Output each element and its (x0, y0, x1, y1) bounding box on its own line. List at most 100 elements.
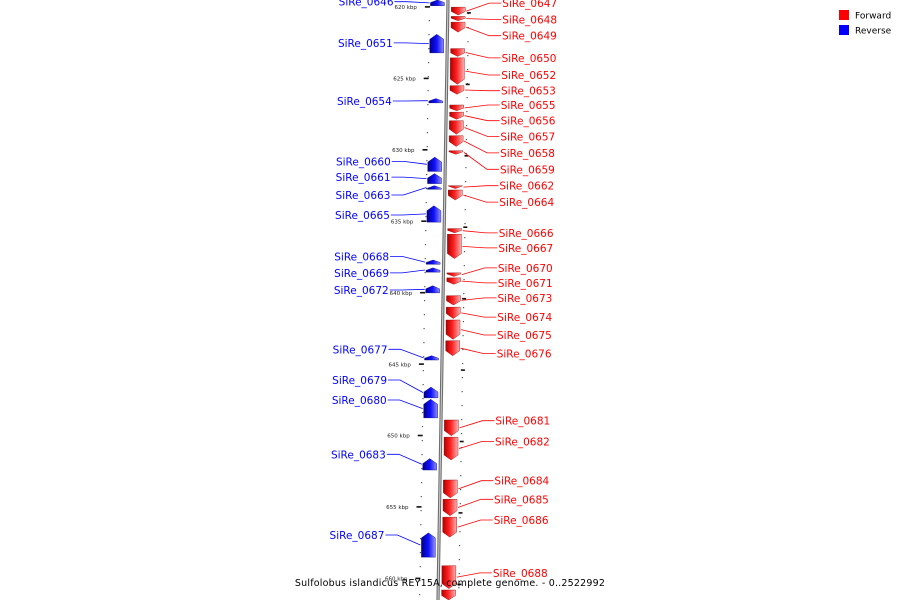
gene-sire_0682[interactable] (443, 436, 459, 461)
gene-sire_0658[interactable] (448, 135, 464, 147)
gene-label-text: SiRe_0683 (331, 449, 386, 461)
gene-sire_0670[interactable] (446, 272, 462, 277)
gene-label-sire_0649: SiRe_0649 (465, 26, 557, 43)
guide-dot (463, 307, 465, 309)
leader-line (461, 280, 497, 284)
gene-sire_0684[interactable] (443, 479, 458, 499)
gene-sire_0671[interactable] (446, 277, 462, 285)
gene-sire_0665[interactable] (426, 205, 442, 223)
gene-sire_0651[interactable] (429, 34, 444, 54)
gene-features (421, 0, 466, 600)
gene-sire_0653[interactable] (449, 85, 465, 95)
gene-sire_0659[interactable] (448, 150, 464, 155)
gene-sire_0655[interactable] (449, 104, 464, 111)
gene-sire_0668[interactable] (425, 259, 441, 265)
guide-dot (460, 489, 462, 491)
gene-sire_0661[interactable] (427, 173, 442, 184)
guide-dot (458, 587, 460, 589)
tick-mark (459, 440, 464, 443)
leader-line (390, 269, 426, 274)
gene-sire_0669[interactable] (425, 267, 441, 273)
leader-line (463, 152, 499, 170)
gene-sire_0677[interactable] (424, 355, 439, 361)
guide-dot (466, 125, 468, 127)
gene-label-sire_0646: SiRe_0646 (339, 0, 430, 9)
guide-dot (427, 90, 429, 92)
gene-label-sire_0664: SiRe_0664 (463, 194, 554, 209)
guide-dot (426, 146, 428, 148)
guide-dot (459, 531, 461, 533)
gene-sire_0654[interactable] (428, 98, 444, 104)
gene-label-text: SiRe_0670 (498, 263, 553, 275)
gene-sire_0674[interactable] (446, 306, 461, 319)
gene-sire_0680[interactable] (423, 399, 438, 419)
gene-label-sire_0687: SiRe_0687 (330, 530, 421, 546)
legend-swatch-reverse (839, 25, 849, 35)
guide-dot (463, 293, 465, 295)
leader-line (465, 26, 501, 37)
gene-sire_0685[interactable] (442, 499, 458, 516)
tick-mark (423, 77, 429, 80)
gene-sire_0657[interactable] (449, 120, 464, 135)
gene-sire_0660[interactable] (427, 156, 442, 172)
gene-sire_0689[interactable] (441, 589, 456, 600)
gene-sire_0650[interactable] (450, 48, 465, 57)
gene-label-text: SiRe_0688 (493, 568, 548, 580)
guide-dot (422, 398, 424, 400)
gene-label-text: SiRe_0660 (336, 156, 391, 168)
gene-sire_0647[interactable] (451, 6, 466, 16)
guide-dot (421, 426, 424, 428)
guide-dot (422, 412, 424, 414)
gene-sire_0646[interactable] (430, 0, 445, 6)
gene-sire_0664[interactable] (448, 189, 463, 201)
gene-label-text: SiRe_0679 (332, 375, 387, 387)
gene-label-sire_0669: SiRe_0669 (334, 268, 426, 280)
legend-label-forward: Forward (855, 12, 891, 22)
leader-line (388, 348, 424, 359)
tick-mark (462, 297, 467, 300)
guide-dot (467, 55, 469, 57)
guide-dot (426, 160, 428, 162)
gene-sire_0683[interactable] (422, 458, 437, 471)
tick-mark (418, 363, 424, 365)
guide-dot (467, 69, 469, 71)
leader-line (393, 42, 429, 44)
guide-dot (460, 475, 462, 477)
gene-label-text: SiRe_0677 (333, 344, 388, 356)
gene-sire_0687[interactable] (421, 532, 436, 558)
gene-label-sire_0650: SiRe_0650 (465, 52, 556, 65)
gene-sire_0648[interactable] (450, 16, 466, 21)
gene-label-text: SiRe_0668 (334, 251, 389, 263)
gene-sire_0656[interactable] (449, 111, 464, 120)
gene-sire_0679[interactable] (423, 386, 439, 399)
genome-backbone (436, 0, 450, 600)
gene-sire_0649[interactable] (450, 21, 466, 33)
tick-label: 640 kbp (390, 291, 413, 297)
gene-label-sire_0651: SiRe_0651 (338, 38, 429, 50)
gene-sire_0666[interactable] (447, 228, 462, 234)
gene-sire_0686[interactable] (442, 516, 457, 538)
guide-dot (466, 97, 468, 99)
guide-dot (423, 356, 425, 358)
guide-dot (461, 405, 463, 407)
gene-sire_0672[interactable] (425, 285, 440, 294)
gene-sire_0673[interactable] (446, 295, 461, 306)
gene-sire_0662[interactable] (448, 185, 463, 189)
gene-sire_0688[interactable] (441, 565, 457, 589)
gene-label-text: SiRe_0652 (501, 70, 556, 82)
gene-label-text: SiRe_0649 (502, 31, 557, 43)
guide-dot (463, 251, 466, 253)
gene-sire_0675[interactable] (445, 319, 461, 340)
gene-sire_0676[interactable] (445, 340, 460, 356)
gene-sire_0652[interactable] (450, 57, 465, 85)
tick-label: 645 kbp (388, 362, 411, 368)
leader-line (463, 185, 499, 188)
leader-line (465, 52, 501, 59)
guide-dot (419, 566, 421, 568)
gene-sire_0667[interactable] (447, 234, 462, 259)
gene-label-sire_0681: SiRe_0681 (459, 416, 550, 429)
gene-sire_0663[interactable] (427, 185, 442, 190)
gene-label-sire_0684: SiRe_0684 (458, 476, 550, 490)
gene-label-text: SiRe_0673 (498, 293, 553, 305)
gene-sire_0681[interactable] (444, 419, 459, 436)
